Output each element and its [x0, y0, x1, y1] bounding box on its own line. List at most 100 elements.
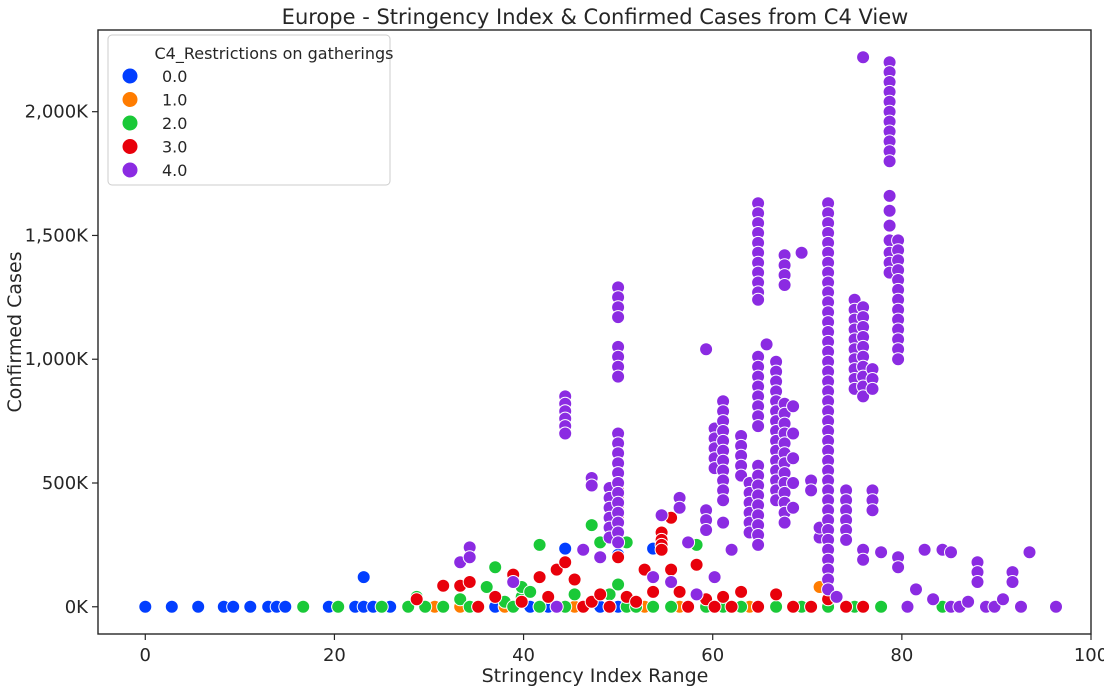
data-point-4-0-271 — [961, 594, 976, 609]
data-point-0-0-0 — [138, 599, 153, 614]
data-point-4-0-13 — [584, 478, 599, 493]
data-point-0-0-1 — [164, 599, 179, 614]
data-point-0-0-2 — [191, 599, 206, 614]
data-point-3-0-12 — [567, 572, 582, 587]
x-tick-label-4: 80 — [890, 645, 913, 666]
data-point-3-0-25 — [629, 594, 644, 609]
data-point-2-0-7 — [453, 592, 468, 607]
data-point-4-0-10 — [558, 426, 573, 441]
data-point-4-0-222 — [856, 552, 871, 567]
data-point-2-0-10 — [479, 580, 494, 594]
data-point-4-0-110 — [759, 337, 774, 352]
legend-marker-0-0 — [121, 67, 139, 85]
data-point-2-0-39 — [769, 599, 784, 614]
data-point-4-0-277 — [996, 592, 1010, 607]
data-point-4-0-263 — [900, 599, 915, 614]
data-point-2-0-0 — [296, 599, 311, 614]
data-point-2-0-11 — [488, 560, 503, 575]
data-point-2-0-1 — [331, 599, 346, 614]
data-point-0-0-4 — [226, 599, 241, 614]
y-tick-label-0: 0K — [65, 597, 89, 618]
data-point-4-0-52 — [707, 570, 722, 585]
x-tick-label-1: 20 — [323, 645, 346, 666]
plot-frame — [97, 29, 1092, 635]
y-axis-label: Confirmed Cases — [4, 251, 26, 412]
data-point-2-0-27 — [611, 577, 626, 592]
data-point-4-0-143 — [786, 399, 801, 414]
data-point-2-0-43 — [874, 599, 889, 614]
data-point-4-0-219 — [856, 389, 871, 404]
data-point-3-0-7 — [514, 594, 529, 609]
data-point-4-0-109 — [751, 537, 766, 552]
data-point-4-0-146 — [786, 476, 801, 490]
data-point-0-0-27 — [558, 541, 573, 556]
data-point-0-0-8 — [278, 599, 293, 614]
y-tick-label-1: 500K — [42, 473, 89, 494]
data-point-3-0-11 — [558, 555, 573, 570]
data-point-4-0-145 — [786, 451, 801, 466]
data-point-0-0-14 — [356, 570, 371, 585]
data-point-3-0-23 — [611, 550, 626, 565]
data-point-3-0-15 — [593, 587, 608, 602]
data-point-2-0-16 — [523, 584, 538, 599]
data-point-4-0-11 — [576, 542, 591, 557]
data-point-3-0-33 — [664, 562, 679, 577]
data-point-3-0-34 — [672, 584, 687, 599]
data-point-4-0-68 — [716, 493, 731, 508]
legend-marker-1-0 — [121, 91, 139, 108]
data-point-4-0-40 — [611, 535, 626, 550]
x-tick-label-0: 0 — [140, 645, 151, 666]
data-point-3-0-48 — [856, 599, 871, 614]
data-point-0-0-5 — [243, 599, 258, 614]
legend-label-2-0: 2.0 — [162, 114, 187, 133]
data-point-4-0-28 — [611, 369, 626, 384]
data-point-4-0-142 — [777, 515, 792, 530]
data-point-4-0-45 — [672, 500, 687, 515]
data-point-3-0-31 — [654, 542, 669, 557]
data-point-4-0-260 — [891, 352, 906, 367]
data-point-3-0-44 — [786, 599, 801, 614]
data-point-4-0-144 — [786, 426, 801, 441]
data-point-4-0-279 — [1005, 575, 1020, 589]
data-points — [138, 50, 1063, 614]
data-point-4-0-129 — [777, 278, 792, 292]
data-point-3-0-36 — [689, 557, 704, 572]
data-point-2-0-31 — [646, 599, 661, 614]
data-point-4-0-70 — [724, 542, 739, 557]
data-point-4-0-268 — [944, 545, 958, 560]
x-axis-ticks: 0 20 40 60 80 100 — [140, 634, 1104, 666]
data-point-3-0-5 — [488, 589, 503, 604]
data-point-3-0-3 — [462, 575, 477, 589]
data-point-4-0-241 — [882, 188, 897, 203]
data-point-3-0-8 — [532, 570, 547, 585]
data-point-3-0-43 — [769, 587, 784, 602]
data-point-3-0-39 — [716, 589, 731, 604]
data-point-4-0-51 — [699, 523, 714, 537]
data-point-3-0-4 — [471, 599, 486, 614]
data-point-2-0-32 — [664, 599, 679, 614]
data-point-4-0-100 — [751, 419, 766, 434]
data-point-4-0-147 — [786, 500, 801, 515]
data-point-2-0-24 — [584, 518, 599, 533]
x-tick-label-3: 60 — [701, 645, 724, 666]
data-point-4-0-228 — [865, 503, 880, 518]
data-point-4-0-14 — [593, 550, 608, 565]
data-point-3-0-1 — [436, 578, 451, 593]
legend-label-0-0: 0.0 — [162, 67, 187, 86]
data-point-4-0-43 — [664, 575, 679, 589]
data-point-4-0-47 — [689, 587, 704, 602]
data-point-4-0-41 — [646, 570, 661, 585]
data-point-4-0-229 — [874, 545, 889, 560]
data-point-4-0-262 — [891, 560, 906, 575]
legend-box — [107, 34, 391, 186]
data-point-4-0-69 — [716, 515, 731, 530]
data-point-4-0-148 — [794, 245, 809, 260]
x-axis-label: Stringency Index Range — [482, 665, 709, 687]
data-point-4-0-48 — [699, 342, 714, 357]
legend-items: 0.0 1.0 2.0 3.0 4.0 — [121, 67, 187, 180]
legend-marker-2-0 — [121, 114, 139, 132]
chart-title: Europe - Stringency Index & Confirmed Ca… — [282, 5, 909, 29]
data-point-4-0-193 — [829, 589, 844, 604]
data-point-2-0-2 — [374, 599, 389, 614]
